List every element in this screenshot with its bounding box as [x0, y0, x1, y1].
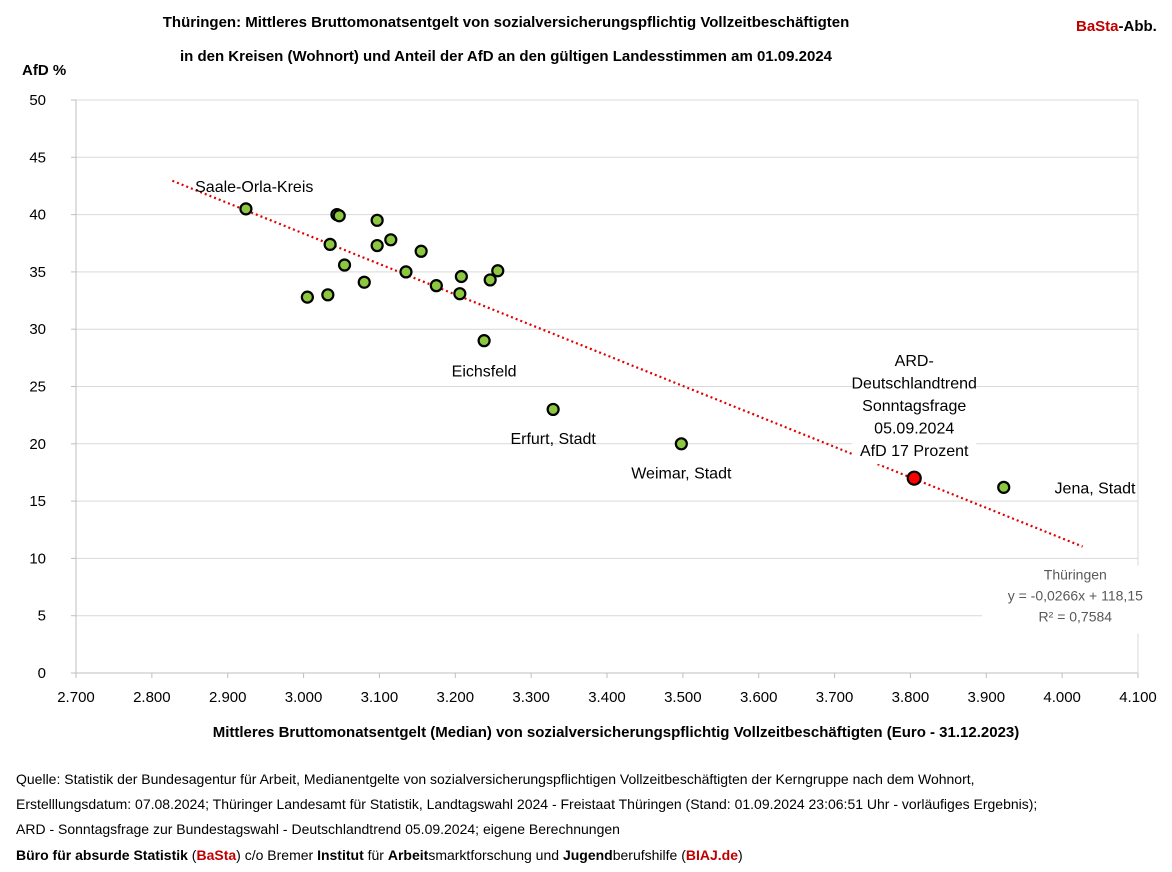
x-tick-label: 3.300: [512, 689, 550, 706]
data-point: [491, 264, 505, 278]
x-tick-label: 4.100: [1119, 689, 1157, 706]
badge-red-text: BaSta: [1076, 18, 1119, 35]
publisher-part: ) c/o Bremer: [236, 847, 318, 863]
data-point: [239, 202, 253, 216]
data-point: [323, 237, 337, 251]
y-tick-label: 0: [38, 665, 46, 682]
chart-title-line1: Thüringen: Mittleres Bruttomonatsentgelt…: [162, 14, 850, 31]
y-tick-label: 30: [29, 321, 46, 338]
data-point: [370, 213, 384, 227]
x-tick-label: 3.700: [816, 689, 854, 706]
x-tick-label: 2.800: [133, 689, 171, 706]
data-point: [370, 238, 384, 253]
y-tick-label: 50: [29, 92, 46, 109]
data-point: [483, 273, 497, 287]
data-point: [454, 269, 468, 284]
x-tick-label: 3.900: [968, 689, 1006, 706]
publisher-part: smarktforschung und: [428, 847, 563, 863]
basta-badge: BaSta-Abb.: [1076, 18, 1157, 35]
publisher-line: Büro für absurde Statistik (BaSta) c/o B…: [16, 846, 743, 865]
y-tick-label: 25: [29, 379, 46, 396]
trend-line: [171, 179, 1084, 548]
ard-annotation-box: [852, 348, 977, 465]
y-tick-label: 20: [29, 436, 46, 453]
publisher-part: ): [738, 847, 743, 863]
x-tick-label: 3.200: [437, 689, 475, 706]
data-point: [332, 209, 346, 223]
point-label: Weimar, Stadt: [631, 465, 732, 482]
data-point: [321, 288, 335, 302]
x-tick-label: 2.900: [209, 689, 247, 706]
publisher-part: BaSta: [196, 847, 237, 863]
publisher-part: Arbeit: [387, 847, 429, 863]
point-label: Erfurt, Stadt: [510, 431, 596, 448]
x-tick-label: 3.400: [588, 689, 626, 706]
publisher-part: Institut: [317, 847, 364, 863]
y-tick-label: 10: [29, 550, 46, 567]
source-line-3: ARD - Sonntagsfrage zur Bundestagswahl -…: [16, 821, 620, 837]
y-tick-label: 15: [29, 493, 46, 510]
publisher-part: für: [363, 847, 388, 863]
y-tick-label: 40: [29, 207, 46, 224]
data-point: [997, 480, 1011, 494]
data-point: [357, 275, 371, 289]
point-label: Jena, Stadt: [1055, 480, 1137, 497]
x-tick-label: 3.000: [285, 689, 323, 706]
point-label: Eichsfeld: [452, 363, 517, 380]
data-point: [453, 287, 467, 301]
point-label: Saale-Orla-Kreis: [195, 179, 313, 196]
ard-annotation-text: 05.09.2024: [874, 421, 954, 438]
y-tick-label: 35: [29, 264, 46, 281]
trend-equation-text: R² = 0,7584: [1039, 609, 1113, 625]
x-tick-label: 4.000: [1043, 689, 1081, 706]
y-tick-label: 45: [29, 149, 46, 166]
ard-annotation-text: Deutschlandtrend: [852, 376, 977, 393]
y-tick-label: 5: [38, 608, 46, 625]
x-tick-label: 2.700: [57, 689, 95, 706]
data-point: [384, 233, 398, 247]
data-point: [546, 402, 560, 417]
x-tick-label: 3.600: [740, 689, 778, 706]
data-point: [399, 265, 413, 279]
x-tick-label: 3.100: [361, 689, 399, 706]
chart-title-line2: in den Kreisen (Wohnort) und Anteil der …: [179, 48, 833, 65]
publisher-part: Jugend: [562, 847, 613, 863]
source-line-2: Erstelllungsdatum: 07.08.2024; Thüringer…: [16, 796, 1038, 812]
data-point: [300, 290, 314, 304]
data-point: [337, 258, 352, 272]
badge-rest-text: -Abb.: [1118, 18, 1157, 35]
x-axis-label: Mittleres Bruttomonatsentgelt (Median) v…: [212, 724, 1020, 741]
scatter-chart: 0 5 10 15 20 25 30 35 40 45 50 2.700 2.800 2.900 3.000…: [29, 92, 1157, 706]
publisher-part: berufshilfe (: [612, 847, 686, 863]
data-point: [414, 244, 428, 258]
y-axis-label: AfD %: [22, 62, 67, 79]
trend-equation-text: y = -0,0266x + 118,15: [1008, 588, 1143, 604]
ard-annotation-text: Sonntagsfrage: [862, 398, 966, 415]
data-point: [477, 334, 491, 348]
publisher-part: Büro für absurde Statistik: [16, 847, 188, 863]
equation-box: [982, 565, 1153, 634]
publisher-part: BIAJ.de: [685, 847, 738, 863]
x-tick-label: 3.500: [664, 689, 702, 706]
x-tick-label: 3.800: [892, 689, 930, 706]
source-line-1: Quelle: Statistik der Bundesagentur für …: [16, 771, 975, 787]
ard-highlight-point: [906, 470, 922, 486]
data-point: [429, 279, 443, 293]
publisher-part: (: [187, 847, 197, 863]
ard-annotation-text: AfD 17 Prozent: [860, 443, 969, 460]
data-point: [674, 437, 688, 451]
ard-annotation-text: ARD-: [895, 353, 934, 370]
trend-equation-text: Thüringen: [1044, 567, 1107, 583]
